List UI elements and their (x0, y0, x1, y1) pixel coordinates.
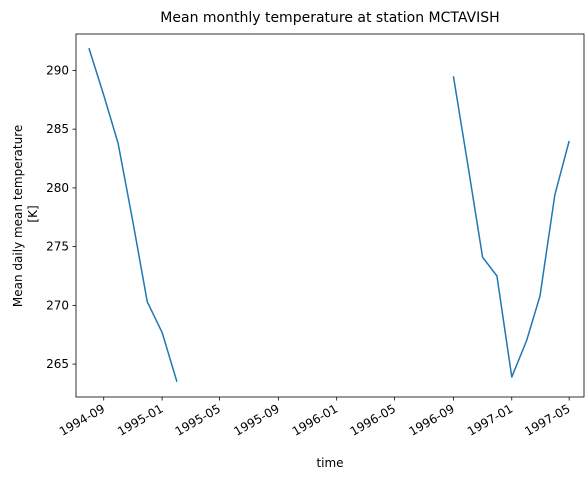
y-tick-label: 290 (46, 63, 69, 77)
chart-title: Mean monthly temperature at station MCTA… (160, 10, 499, 26)
y-tick-label: 285 (46, 122, 69, 136)
x-tick-label: 1995-09 (231, 401, 281, 438)
y-axis-label-line-2: [K] (26, 205, 40, 222)
x-tick-label: 1994-09 (57, 401, 107, 438)
x-tick-label: 1997-01 (465, 401, 515, 438)
x-tick-label: 1995-01 (115, 401, 165, 438)
x-tick-label: 1997-05 (522, 401, 572, 438)
y-axis-label-line-1: Mean daily mean temperature (11, 125, 25, 307)
series-line-segment-2 (452, 76, 570, 378)
x-axis-label: time (316, 456, 343, 470)
x-tick-label: 1996-05 (348, 401, 398, 438)
y-tick-label: 275 (46, 240, 69, 254)
y-tick-label: 270 (46, 298, 69, 312)
x-tick-label: 1996-09 (406, 401, 456, 438)
y-tick-label: 265 (46, 357, 69, 371)
plot-frame (75, 33, 585, 398)
y-axis-label: Mean daily mean temperature [K] (11, 121, 40, 307)
y-tick-label: 280 (46, 181, 69, 195)
x-tick-label: 1996-01 (290, 401, 340, 438)
x-tick-label: 1995-05 (173, 401, 223, 438)
series-line-segment-1 (88, 47, 178, 382)
